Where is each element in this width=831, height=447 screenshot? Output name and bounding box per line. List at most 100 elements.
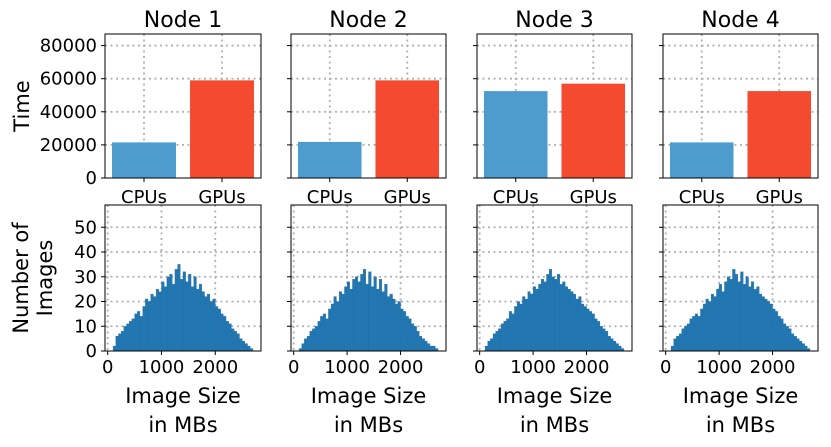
histogram-bar [689,318,693,352]
y-tick-label: 0 [86,168,97,189]
histogram-bar [161,281,165,352]
histogram-bar [344,286,348,352]
histogram-bar [559,284,563,352]
histogram-bar [743,284,746,352]
y-tick-label: 20000 [40,135,97,156]
histogram-bar [702,303,706,352]
histogram-bar [134,313,138,352]
histogram-bar [118,333,122,352]
histogram-bar [408,318,412,352]
histogram-bar [333,296,337,352]
histogram-bar [602,328,606,352]
y-tick-label: 20 [74,292,97,313]
histogram-bar [145,298,149,352]
histogram-bar [599,326,603,352]
histogram-bar [511,313,515,352]
histogram-bar [182,271,186,352]
histogram-bar [352,279,356,352]
histogram-bar [215,306,219,352]
histogram-bar [788,328,792,352]
histogram-bar [694,313,698,352]
histogram-bar [381,291,385,352]
histogram-bar [522,296,526,352]
histogram-bar [607,336,611,352]
histogram-bar [676,336,680,352]
histogram-bar [190,286,194,352]
histogram-bar [780,318,784,352]
histogram-bar [613,340,617,352]
x-tick-label: 1000 [696,357,742,378]
histogram-bar [605,331,609,352]
histogram-bar [759,293,763,352]
axes-frame [476,204,633,352]
histogram-bar [527,291,531,352]
histogram-bar [212,298,216,352]
histogram-bar [379,279,383,352]
histogram-bar [365,284,369,352]
histogram-bar [772,308,776,352]
histogram-bar [724,281,728,352]
histogram-bar [120,331,124,352]
histogram-bar [174,269,178,352]
histogram-bar [387,296,391,352]
x-tick-label: 0 [102,357,113,378]
histogram-bar [137,311,141,352]
histogram-bar [349,288,353,352]
histogram-bar [777,316,781,352]
histogram-bar [732,269,736,352]
histogram-bar [247,345,251,352]
histogram-bar [306,336,310,352]
histogram-bar [231,328,235,352]
y-axis-label-line: Number of [9,222,33,334]
histogram-bar [242,340,246,352]
histogram-bar [589,311,593,352]
histogram-panel-3 [473,204,633,355]
histogram-bar [320,316,324,352]
histogram-bar [583,306,587,352]
histogram-bar [432,345,436,352]
histogram-bar [363,269,366,352]
histogram-bar [767,301,771,352]
histogram-bar [129,321,133,352]
histogram-bar [506,318,510,352]
histogram-panel-4 [659,204,819,355]
axes-frame [662,33,819,179]
x-axis-label: Image Size in MBs [497,384,613,437]
histogram-bar [753,288,757,352]
histogram-bar [147,301,151,352]
histogram-bar [403,311,407,352]
histogram-bar [718,284,722,352]
histogram-bar [799,340,803,352]
histogram-bar [233,331,237,352]
histogram-bar [710,293,714,352]
histogram-bar [764,298,768,352]
y-axis-label: Time [10,80,34,132]
histogram-bar [796,338,800,352]
histogram-panel-1 [101,204,262,355]
histogram-bar [164,286,168,352]
histogram-bar [498,328,502,352]
histogram-bar [225,321,229,352]
histogram-bar [745,276,749,352]
x-axis-label-line: Image Size [125,384,241,408]
axes-frame [290,33,447,179]
histogram-bar [330,303,334,352]
bar-panel-2 [287,33,447,182]
y-axis-label: Number ofImages [9,222,57,334]
histogram-bar [419,336,423,352]
histogram-bar [400,308,404,352]
histogram-bar [565,286,569,352]
histogram-bar [557,274,560,352]
histogram-bar [700,308,704,352]
histogram-bar [185,281,189,352]
x-axis-label-line: in MBs [706,413,775,437]
category-label: GPUs [198,187,245,208]
x-axis-label: Image Size in MBs [683,384,799,437]
histogram-bar [681,328,685,352]
x-axis-label-line: in MBs [148,413,217,437]
x-axis-label-line: in MBs [334,413,403,437]
bar-cpus [297,141,362,178]
histogram-bar [196,288,200,352]
axes-frame [104,204,262,352]
histogram-bar [562,281,566,352]
